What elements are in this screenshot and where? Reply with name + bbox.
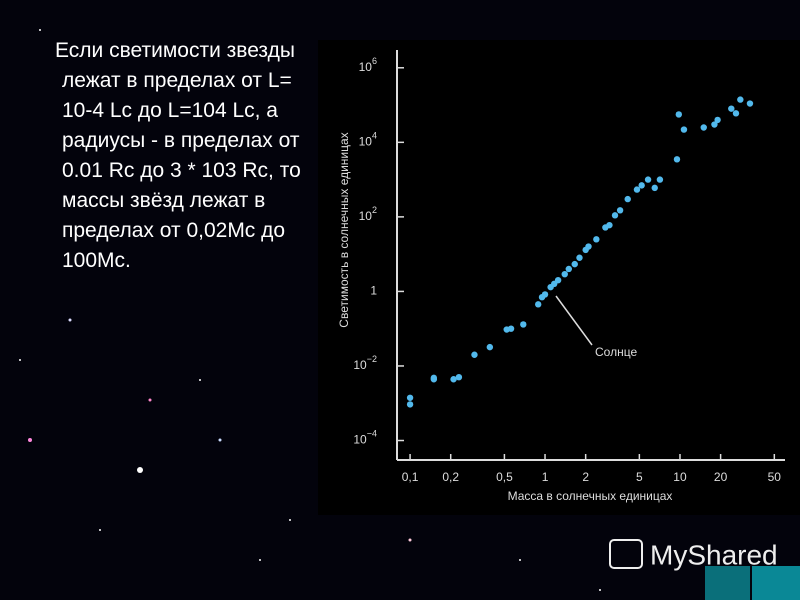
x-tick-label: 0,1	[402, 470, 419, 484]
point	[644, 176, 652, 183]
x-tick-label: 10	[673, 470, 687, 484]
x-tick-label: 2	[582, 470, 589, 484]
point	[633, 186, 641, 193]
x-tick-label: 0,5	[496, 470, 513, 484]
x-tick-label: 5	[636, 470, 643, 484]
point	[616, 207, 624, 214]
nav-back[interactable]	[705, 566, 750, 600]
y-tick-label: 10−2	[353, 354, 377, 372]
watermark-icon	[609, 539, 643, 569]
point	[450, 376, 457, 383]
x-tick-label: 0,2	[442, 470, 459, 484]
point	[728, 105, 735, 112]
annotation: Солнце	[595, 345, 637, 359]
x-tick-label: 20	[714, 470, 728, 484]
point	[576, 254, 583, 261]
x-axis-title: Масса в солнечных единицах	[508, 489, 673, 503]
point	[406, 401, 414, 408]
point	[507, 325, 515, 332]
watermark: MyShared	[650, 539, 778, 570]
stars	[19, 29, 601, 591]
point	[471, 351, 478, 358]
nav-next[interactable]	[752, 566, 800, 600]
point	[406, 394, 414, 401]
y-tick-label: 106	[359, 56, 377, 74]
y-tick-label: 10−4	[353, 429, 377, 447]
slide-text: Если светимости звезды лежат в пределах …	[55, 39, 301, 272]
point	[651, 184, 658, 192]
point	[455, 373, 463, 381]
point	[638, 182, 645, 189]
annotation-line	[555, 295, 593, 346]
point	[675, 111, 683, 118]
point	[732, 110, 740, 117]
x-tick-label: 1	[542, 470, 549, 484]
y-tick-label: 104	[359, 131, 377, 149]
point	[714, 116, 721, 124]
point	[565, 265, 572, 273]
point	[541, 291, 549, 298]
point	[593, 236, 600, 243]
y-tick-label: 1	[370, 284, 377, 298]
y-tick-label: 102	[359, 205, 377, 223]
x-tick-label: 50	[768, 470, 782, 484]
point	[680, 126, 688, 133]
point	[673, 156, 681, 163]
point	[520, 321, 527, 328]
point	[737, 96, 744, 103]
point	[561, 270, 568, 278]
point	[746, 100, 754, 107]
point	[656, 176, 664, 183]
point	[535, 301, 542, 308]
point	[571, 260, 578, 268]
y-axis-title: Светимость в солнечных единицах	[337, 132, 351, 327]
point	[585, 243, 592, 250]
point	[486, 343, 494, 351]
point	[700, 124, 707, 131]
point	[611, 212, 619, 219]
point	[554, 276, 562, 284]
point	[711, 121, 718, 128]
point	[430, 374, 438, 382]
point	[606, 221, 613, 229]
point	[624, 195, 631, 203]
